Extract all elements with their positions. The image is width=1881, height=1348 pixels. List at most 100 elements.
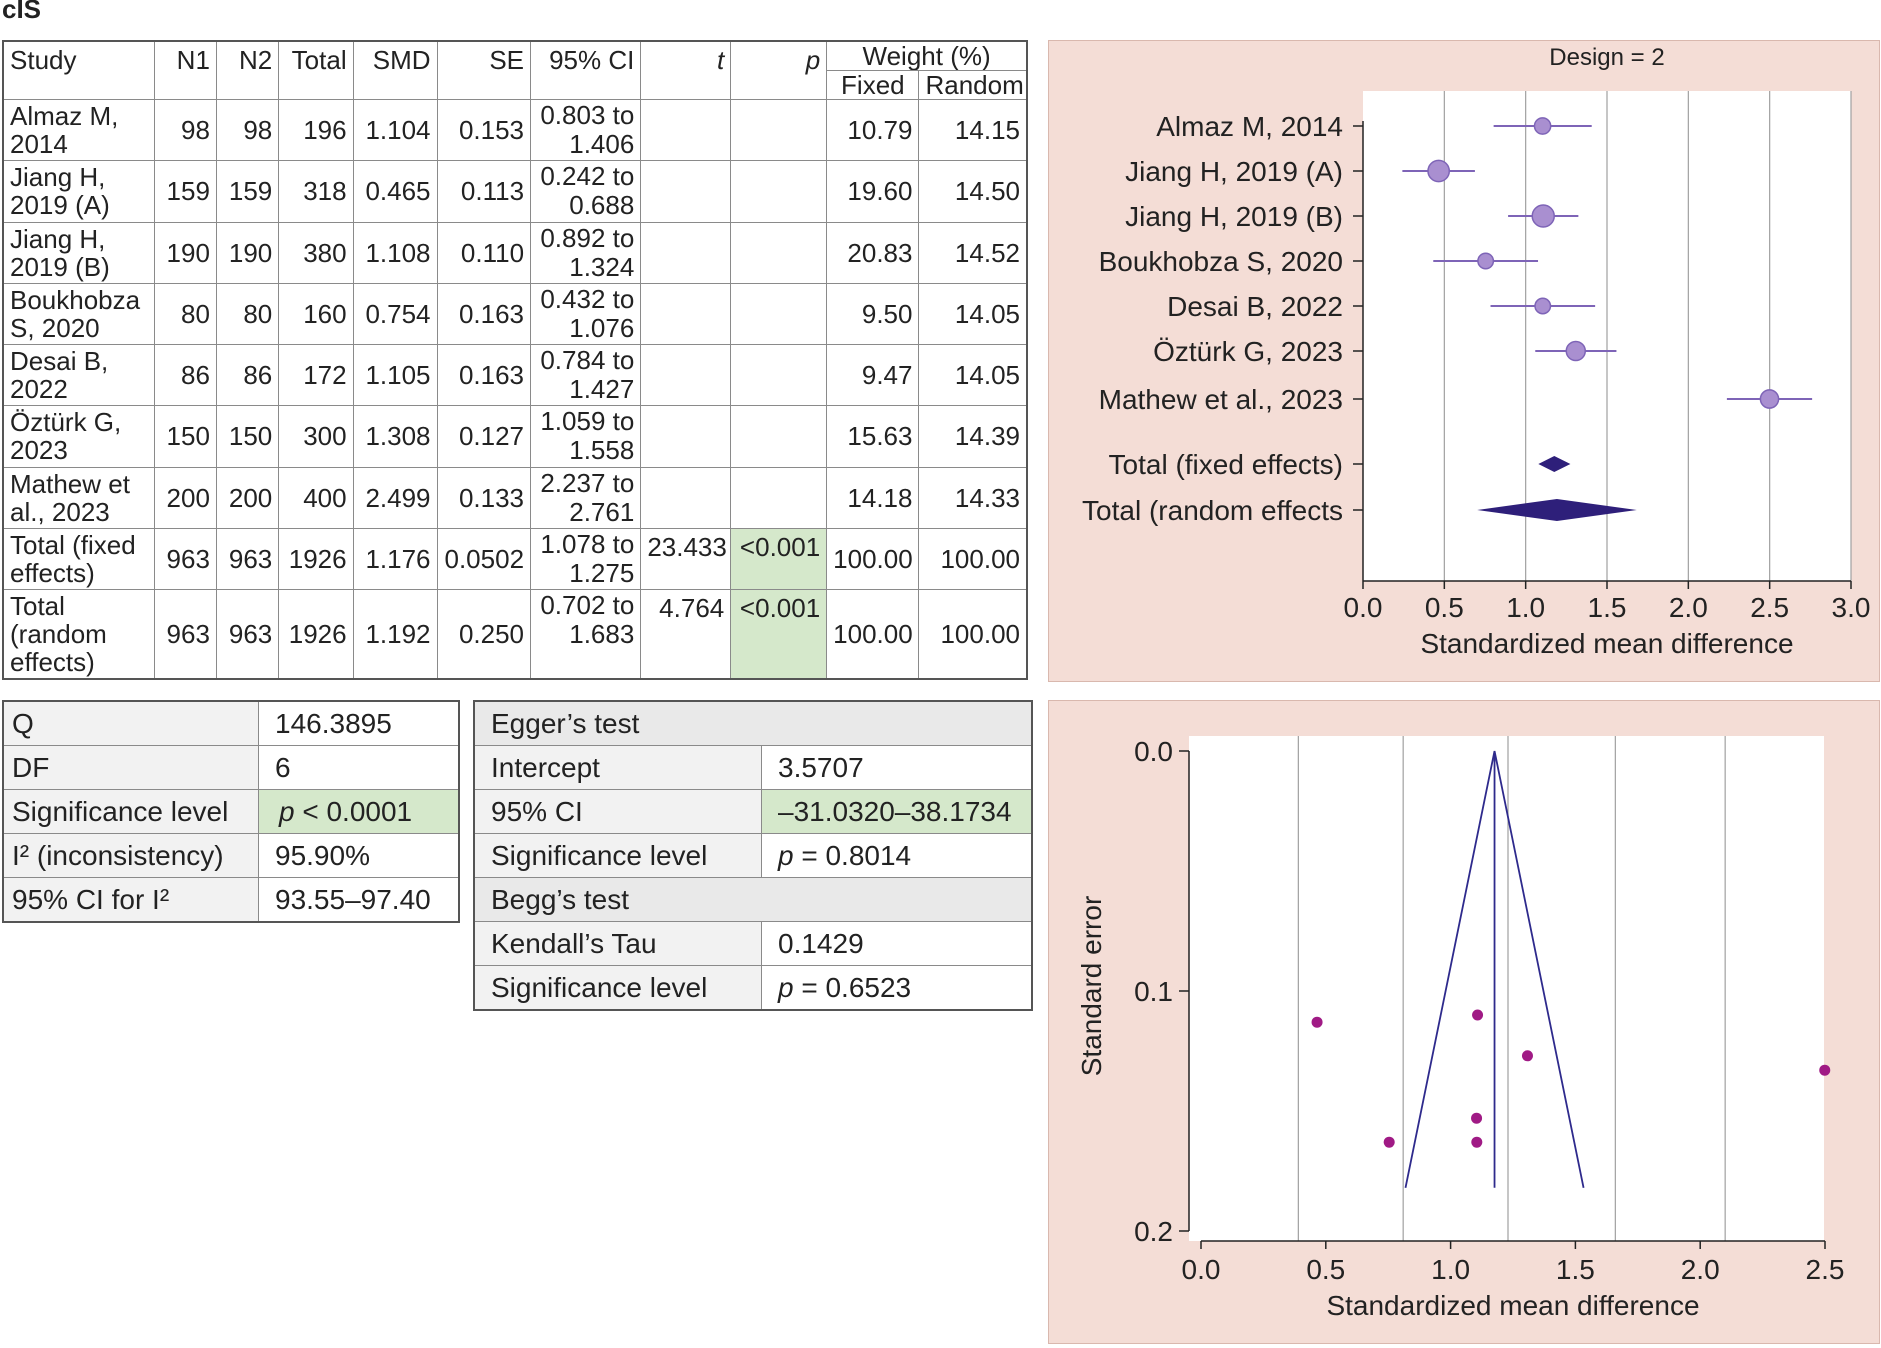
cell-ci: 1.078 to 1.275 xyxy=(530,527,642,591)
begg-sig-value-cell: p = 0.6523 xyxy=(761,965,1033,1011)
col-smd: SMD xyxy=(352,40,438,100)
study-cell: Öztürk G, 2023 xyxy=(2,405,155,468)
q-value: 146.3895 xyxy=(258,700,460,746)
cell-n2: 200 xyxy=(215,466,280,529)
cell-p: <0.001 xyxy=(730,589,828,680)
egger-ci-value: –31.0320–38.1734 xyxy=(761,789,1033,834)
cell-p xyxy=(730,282,828,346)
study-point xyxy=(1383,1136,1395,1148)
pooled-diamond xyxy=(1477,499,1637,521)
col-study: Study xyxy=(2,40,155,100)
begg-title: Begg’s test xyxy=(473,877,1033,922)
table-row: I² (inconsistency) 95.90% xyxy=(2,833,460,878)
cell-n2: 963 xyxy=(215,527,280,591)
table-row: Total (random effects) 963 963 1926 1.192 0.250… xyxy=(2,589,1028,680)
cell-n1: 963 xyxy=(153,527,217,591)
cell-smd: 0.754 xyxy=(352,282,438,346)
table-row: Öztürk G, 2023 150 150 300 1.308 0.127 1.059 to… xyxy=(2,405,1028,468)
sig-value-cell: p < 0.0001 xyxy=(258,789,460,834)
table-row: Intercept 3.5707 xyxy=(473,745,1033,790)
study-point xyxy=(1533,117,1552,135)
cell-total: 400 xyxy=(278,466,354,529)
col-p: p xyxy=(730,40,828,100)
cell-t xyxy=(640,98,732,162)
ci-line2: 1.427 xyxy=(569,374,635,405)
study-label: Almaz M, 2014 xyxy=(1156,111,1343,142)
study-cell: Desai B, 2022 xyxy=(2,344,155,407)
sig-value: < 0.0001 xyxy=(294,795,413,827)
study-name-line1: Mathew et xyxy=(10,468,130,499)
table-row: Desai B, 2022 86 86 172 1.105 0.163 0.784 to 1.4… xyxy=(2,344,1028,407)
cell-n2: 150 xyxy=(215,405,280,468)
cell-p xyxy=(730,160,828,223)
cell-ci: 0.892 to 1.324 xyxy=(530,221,642,284)
subheader-row: Fixed Random xyxy=(3,70,1028,100)
study-cell: Total (random effects) xyxy=(2,589,155,680)
study-cell: Jiang H, 2019 (A) xyxy=(2,160,155,223)
cell-random: 100.00 xyxy=(918,589,1028,680)
x-tick-label: 2.5 xyxy=(1806,1254,1845,1285)
i2-value: 95.90% xyxy=(258,833,460,878)
col-total: Total xyxy=(278,40,354,100)
table-row: Kendall’s Tau 0.1429 xyxy=(473,921,1033,966)
y-tick-label: 0.0 xyxy=(1134,736,1173,767)
ci-line2: 2.761 xyxy=(569,496,635,527)
table-row: Total (fixed effects) 963 963 1926 1.176 0.050… xyxy=(2,527,1028,591)
cell-total: 318 xyxy=(278,160,354,223)
cell-n2: 963 xyxy=(215,589,280,680)
i2-ci-label: 95% CI for I² xyxy=(2,877,259,923)
intercept-value: 3.5707 xyxy=(761,745,1033,790)
y-tick-label: 0.1 xyxy=(1134,976,1173,1007)
cell-n1: 963 xyxy=(153,589,217,680)
ci-line2: 0.688 xyxy=(569,190,635,221)
study-name-line1: Boukhobza xyxy=(10,284,141,315)
cell-fixed: 15.63 xyxy=(826,405,920,468)
ci-line1: 0.892 to xyxy=(540,222,635,253)
ci-line2: 1.406 xyxy=(569,129,635,159)
table-row: Begg’s test xyxy=(473,877,1033,922)
cell-fixed: 100.00 xyxy=(826,589,920,680)
cell-random: 14.05 xyxy=(918,282,1028,346)
col-t: t xyxy=(640,40,732,100)
y-tick-label: 0.2 xyxy=(1134,1216,1173,1247)
study-label: Jiang H, 2019 (B) xyxy=(1125,201,1343,232)
study-label: Jiang H, 2019 (A) xyxy=(1125,156,1343,187)
x-tick-label: 0.0 xyxy=(1182,1254,1221,1285)
heterogeneity-table: Q 146.3895 DF 6 Significance level p < 0… xyxy=(2,700,460,923)
study-point xyxy=(1471,1136,1483,1148)
study-name-line2: 2019 (A) xyxy=(10,190,110,221)
cell-total: 380 xyxy=(278,221,354,284)
cell-random: 14.39 xyxy=(918,405,1028,468)
tau-value: 0.1429 xyxy=(761,921,1033,966)
x-tick-label: 3.0 xyxy=(1832,592,1871,623)
ci-line2: 1.324 xyxy=(569,251,635,282)
cell-ci: 0.803 to 1.406 xyxy=(530,98,642,162)
study-name-line1: Total (fixed xyxy=(10,529,136,560)
study-point xyxy=(1471,1112,1483,1124)
cell-se: 0.250 xyxy=(436,589,532,680)
x-axis-label: Standardized mean difference xyxy=(1420,628,1793,659)
cell-n2: 80 xyxy=(215,282,280,346)
cell-smd: 1.104 xyxy=(352,98,438,162)
table-row: Mathew et al., 2023 200 200 400 2.499 0.133 2.2… xyxy=(2,466,1028,529)
x-tick-label: 0.0 xyxy=(1344,592,1383,623)
col-se: SE xyxy=(436,40,532,100)
egger-title: Egger’s test xyxy=(473,700,1033,746)
cell-fixed: 9.50 xyxy=(826,282,920,346)
study-cell: Total (fixed effects) xyxy=(2,527,155,591)
i2-label: I² (inconsistency) xyxy=(2,833,259,878)
col-weight: Weight (%) xyxy=(826,40,1028,71)
x-tick-label: 2.5 xyxy=(1750,592,1789,623)
study-name-line1: Almaz M, xyxy=(10,101,119,131)
cell-fixed: 14.18 xyxy=(826,466,920,529)
study-point xyxy=(1531,204,1555,228)
study-point xyxy=(1477,252,1495,270)
ci-line1: 0.432 to xyxy=(540,283,635,314)
cell-n2: 86 xyxy=(215,344,280,407)
study-name-line2: 2023 xyxy=(10,435,68,466)
x-tick-label: 1.0 xyxy=(1506,592,1545,623)
ci-line2: 1.558 xyxy=(569,435,635,466)
study-point xyxy=(1759,389,1780,409)
cell-n2: 98 xyxy=(215,98,280,162)
cell-t xyxy=(640,221,732,284)
